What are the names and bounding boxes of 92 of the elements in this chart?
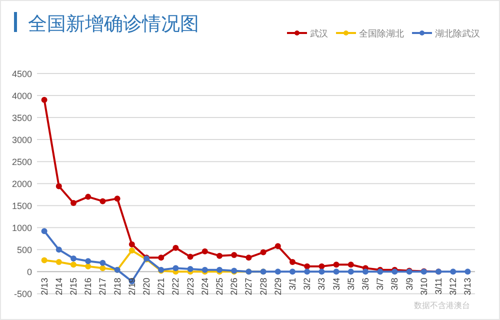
xtick: 3/13 bbox=[462, 278, 473, 296]
xtick: 2/14 bbox=[54, 278, 64, 296]
point bbox=[41, 96, 48, 103]
point bbox=[290, 258, 296, 265]
point bbox=[333, 268, 340, 275]
ytick: 1000 bbox=[12, 223, 32, 234]
xtick: 3/10 bbox=[418, 278, 429, 296]
xtick: 2/20 bbox=[142, 278, 152, 296]
point bbox=[41, 228, 48, 234]
point bbox=[464, 268, 471, 275]
ytick: 4000 bbox=[12, 91, 32, 102]
xtick: 2/18 bbox=[112, 278, 122, 296]
xtick: 2/24 bbox=[200, 278, 210, 296]
ytick: 0 bbox=[26, 267, 32, 278]
title: 全国新增确诊情况图 bbox=[28, 14, 199, 35]
point bbox=[187, 254, 194, 260]
xtick: 3/4 bbox=[331, 278, 342, 290]
xtick: 2/19 bbox=[126, 278, 137, 296]
point bbox=[304, 263, 310, 270]
point bbox=[85, 263, 92, 270]
point bbox=[260, 249, 266, 256]
point bbox=[216, 252, 222, 259]
ytick: 500 bbox=[16, 245, 32, 256]
point bbox=[56, 258, 62, 265]
point bbox=[70, 200, 76, 206]
point bbox=[274, 243, 281, 250]
xtick: 3/6 bbox=[360, 278, 370, 290]
point bbox=[114, 196, 120, 202]
point bbox=[70, 255, 76, 262]
xtick: 3/9 bbox=[404, 278, 414, 290]
point bbox=[172, 265, 179, 272]
point bbox=[348, 262, 354, 268]
xtick: 2/22 bbox=[170, 278, 181, 296]
point bbox=[158, 254, 164, 261]
point bbox=[56, 246, 62, 253]
point bbox=[128, 248, 135, 254]
xtick: 3/7 bbox=[375, 278, 386, 290]
legend-item: 武汉 bbox=[287, 28, 328, 38]
xtick: 3/2 bbox=[302, 278, 312, 290]
xtick: 3/3 bbox=[316, 278, 327, 290]
xtick: 3/12 bbox=[448, 278, 458, 296]
point bbox=[304, 268, 310, 275]
ytick: 2500 bbox=[12, 157, 32, 168]
ytick: 3500 bbox=[12, 113, 32, 124]
xtick: 2/28 bbox=[258, 278, 268, 296]
point bbox=[450, 268, 456, 275]
xtick: 3/11 bbox=[434, 278, 444, 295]
xtick: 3/5 bbox=[346, 278, 356, 290]
point bbox=[172, 244, 179, 251]
xtick: 2/21 bbox=[156, 278, 166, 296]
ytick: 2000 bbox=[12, 179, 32, 190]
legend-label: 湖北除武汉 bbox=[435, 28, 480, 38]
legend-label: 全国除湖北 bbox=[359, 28, 404, 38]
ytick: 3000 bbox=[12, 135, 32, 146]
point bbox=[318, 263, 325, 270]
point bbox=[333, 262, 340, 268]
xtick: 3/1 bbox=[288, 278, 298, 290]
ytick: 1500 bbox=[12, 201, 32, 212]
point bbox=[202, 248, 208, 254]
point bbox=[70, 262, 76, 268]
point bbox=[348, 268, 354, 275]
point bbox=[85, 258, 92, 264]
point bbox=[246, 254, 252, 261]
legend-item: 湖北除武汉 bbox=[412, 28, 480, 38]
point bbox=[231, 252, 238, 258]
point bbox=[100, 198, 106, 204]
xtick: 2/13 bbox=[39, 278, 50, 296]
ytick: -500 bbox=[14, 289, 32, 300]
point bbox=[41, 257, 48, 264]
legend-label: 武汉 bbox=[310, 28, 328, 38]
point bbox=[100, 265, 106, 272]
point bbox=[318, 268, 325, 275]
point bbox=[187, 266, 194, 272]
point bbox=[290, 268, 296, 275]
xtick: 2/23 bbox=[185, 278, 196, 296]
xtick: 2/26 bbox=[229, 278, 240, 296]
xtick: 2/16 bbox=[83, 278, 94, 296]
point bbox=[274, 268, 281, 275]
point bbox=[85, 194, 92, 200]
point bbox=[128, 241, 135, 248]
legend-item: 全国除湖北 bbox=[336, 28, 404, 38]
point bbox=[100, 260, 106, 266]
annotation: 数据不含港澳台 bbox=[414, 301, 470, 310]
xtick: 2/29 bbox=[272, 278, 283, 296]
ytick: 4500 bbox=[12, 69, 32, 79]
point bbox=[362, 268, 368, 275]
xtick: 2/27 bbox=[244, 278, 254, 296]
point bbox=[56, 183, 62, 190]
xtick: 2/17 bbox=[98, 278, 108, 296]
xtick: 2/25 bbox=[214, 278, 224, 296]
xtick: 3/8 bbox=[390, 278, 400, 290]
xtick: 2/15 bbox=[68, 278, 78, 296]
